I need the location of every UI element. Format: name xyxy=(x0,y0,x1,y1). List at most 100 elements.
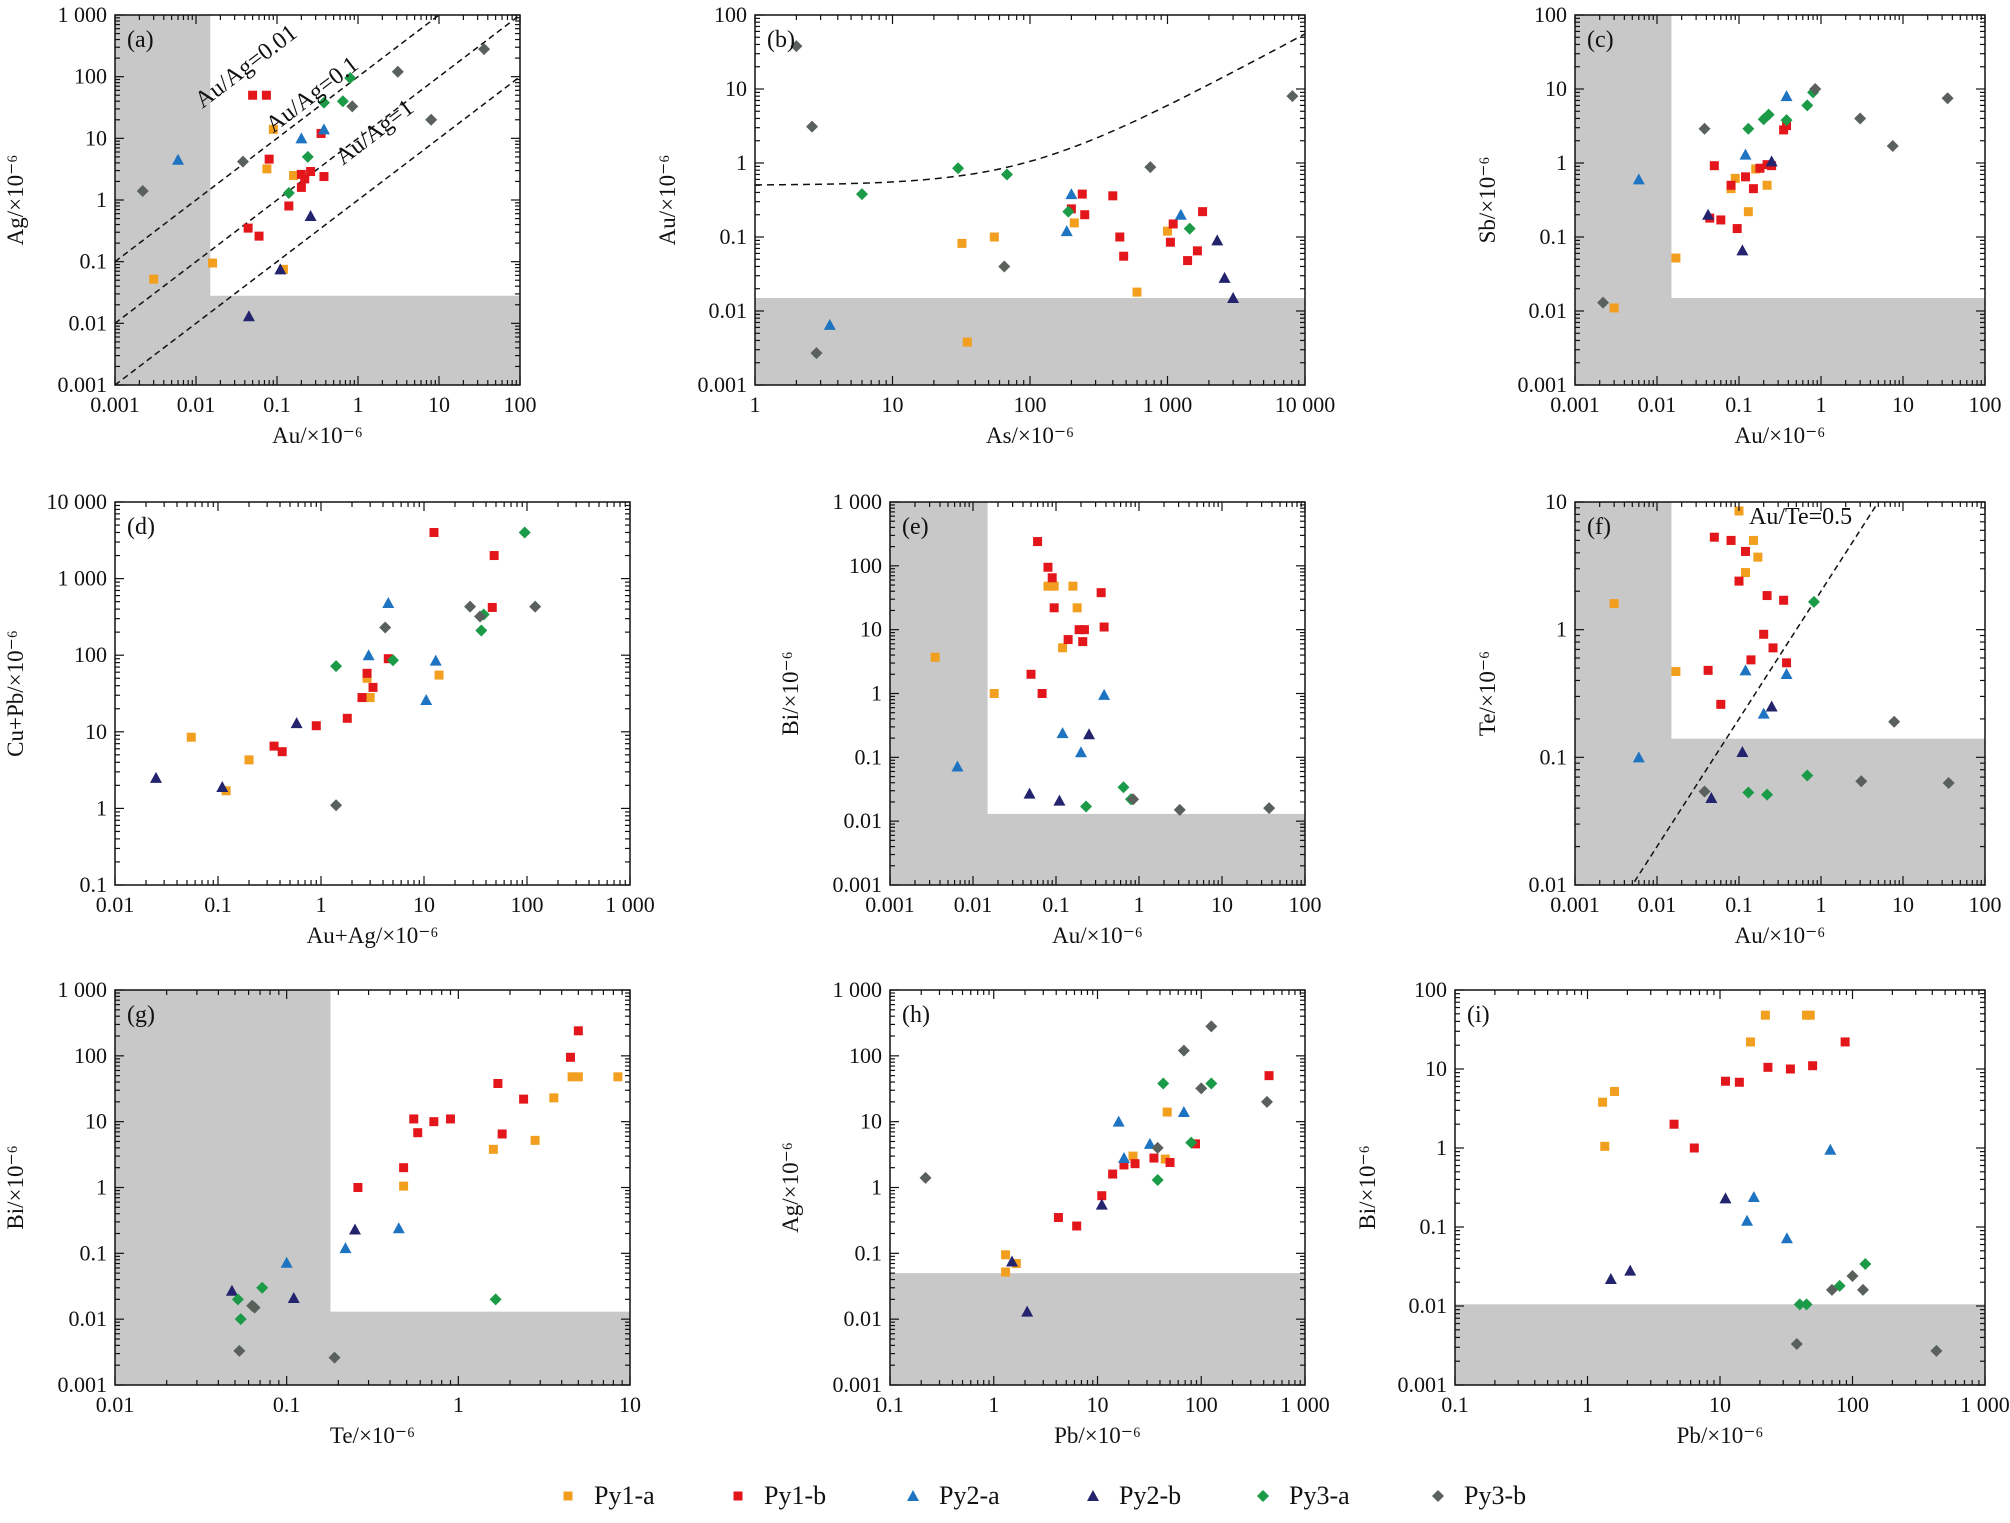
y-tick-label: 1 xyxy=(871,1175,882,1200)
data-point-py1-b xyxy=(1072,1221,1082,1231)
data-point-py3-b xyxy=(1205,1020,1218,1033)
data-point-py3-b xyxy=(1286,90,1299,103)
legend: Py1-a Py1-b Py2-a Py2-b Py3-a Py3-b xyxy=(0,1478,2010,1518)
data-point-py2-a xyxy=(951,760,964,772)
y-tick-label: 100 xyxy=(849,1043,882,1068)
data-point-py3-b xyxy=(1846,1269,1859,1282)
data-point-py3-b xyxy=(1790,1338,1803,1351)
data-point-py1-b xyxy=(296,169,306,179)
ratio-line xyxy=(115,15,441,263)
data-point-py3-a xyxy=(256,1281,269,1294)
x-tick-label: 0.1 xyxy=(876,1392,904,1417)
y-axis-label: Sb/×10⁻⁶ xyxy=(1475,157,1500,244)
panel-b: 1 10 100 1 000 10 000 0.001 0.01 0.1 1 10 100 As/×1… xyxy=(655,2,1335,448)
data-point-py1-b xyxy=(319,172,329,182)
y-tick-label: 100 xyxy=(1534,2,1567,27)
panel-h: 0.1 1 10 100 1 000 0.001 0.01 0.1 1 10 100 1 000 Pb/… xyxy=(778,977,1330,1448)
data-point-py3-a xyxy=(336,95,349,108)
data-point-py1-b xyxy=(306,166,316,176)
legend-marker-py2-a xyxy=(907,1490,919,1501)
data-point-py1-a xyxy=(186,732,196,742)
data-point-py2-a xyxy=(1632,173,1645,185)
x-axis-label: Au+Ag/×10⁻⁶ xyxy=(307,923,439,948)
data-point-py1-b xyxy=(429,527,439,537)
y-tick-label: 1 000 xyxy=(58,2,108,27)
data-point-py1-b xyxy=(311,721,321,731)
data-point-py2-a xyxy=(1747,1190,1760,1202)
x-tick-label: 10 xyxy=(1892,892,1914,917)
x-tick-label: 0.1 xyxy=(263,392,291,417)
data-point-py1-a xyxy=(957,238,967,248)
y-tick-label: 1 xyxy=(1556,150,1567,175)
data-point-py1-b xyxy=(1078,637,1088,647)
data-point-py2-b xyxy=(1023,787,1036,799)
ratio-line-label: Au/Te=0.5 xyxy=(1749,504,1852,530)
data-point-py1-a xyxy=(149,274,159,284)
data-point-py1-a xyxy=(1600,1141,1610,1151)
y-tick-label: 1 xyxy=(96,1175,107,1200)
ratio-line xyxy=(115,15,520,324)
data-point-py1-b xyxy=(1808,1061,1818,1071)
data-point-py2-b xyxy=(1006,1255,1019,1267)
data-point-py1-a xyxy=(365,693,375,703)
data-point-py1-b xyxy=(1768,643,1778,653)
x-tick-label: 0.001 xyxy=(90,392,140,417)
data-point-py1-a xyxy=(244,755,254,765)
data-point-py1-a xyxy=(1671,667,1681,677)
data-point-py1-a xyxy=(989,232,999,242)
data-point-py3-b xyxy=(1144,161,1157,174)
data-point-py3-b xyxy=(1856,1283,1869,1296)
x-tick-label: 0.1 xyxy=(273,1392,301,1417)
legend-marker-py1-b xyxy=(733,1491,743,1501)
data-point-py2-b xyxy=(242,310,255,322)
data-point-py2-a xyxy=(1741,1214,1754,1226)
data-point-py1-a xyxy=(262,164,272,174)
data-point-py1-a xyxy=(930,652,940,662)
data-point-py3-b xyxy=(1177,1044,1190,1057)
y-axis-label: Cu+Pb/×10⁻⁶ xyxy=(3,630,28,757)
x-tick-label: 100 xyxy=(1836,1392,1869,1417)
plot-frame xyxy=(1574,14,1986,386)
data-point-py3-b xyxy=(1942,776,1955,789)
x-tick-label: 1 000 xyxy=(605,892,655,917)
data-point-py2-a xyxy=(1056,727,1069,739)
legend-marker-py1-a xyxy=(563,1491,573,1501)
data-point-py1-a xyxy=(434,670,444,680)
x-tick-label: 0.1 xyxy=(1441,1392,1469,1417)
y-axis-label: Bi/×10⁻⁶ xyxy=(1355,1145,1380,1229)
data-point-py3-a xyxy=(1780,114,1793,127)
legend-item-py3-b: Py3-b xyxy=(1430,1478,1526,1514)
data-point-py2-b xyxy=(1604,1272,1617,1284)
legend-label: Py3-a xyxy=(1289,1481,1350,1510)
x-tick-label: 10 xyxy=(619,1392,641,1417)
y-tick-label: 10 xyxy=(1545,489,1567,514)
data-point-py1-b xyxy=(1709,161,1719,171)
y-tick-label: 100 xyxy=(74,1043,107,1068)
plot-frame xyxy=(114,501,631,886)
data-point-py3-a xyxy=(1742,122,1755,135)
data-point-py1-b xyxy=(565,1052,575,1062)
data-point-py1-b xyxy=(261,90,271,100)
data-point-py3-b xyxy=(1260,1095,1273,1108)
shaded-region xyxy=(890,813,1305,885)
data-point-py3-b xyxy=(1855,775,1868,788)
data-point-py3-b xyxy=(1809,83,1822,95)
data-point-py1-b xyxy=(1669,1119,1679,1129)
data-point-py1-b xyxy=(1037,689,1047,698)
data-point-py3-a xyxy=(1157,1077,1170,1090)
data-point-py2-a xyxy=(295,132,308,144)
data-point-py1-a xyxy=(488,1144,498,1154)
legend-marker-py3-a xyxy=(1257,1490,1269,1502)
data-point-py1-b xyxy=(1165,237,1175,247)
data-point-py1-b xyxy=(357,693,367,703)
data-point-py1-b xyxy=(489,551,499,561)
data-point-py1-a xyxy=(530,1135,540,1145)
data-point-py3-b xyxy=(1854,112,1867,125)
data-point-py1-b xyxy=(1115,232,1125,242)
y-tick-label: 100 xyxy=(74,64,107,89)
data-point-py2-a xyxy=(1632,751,1645,763)
data-point-py3-b xyxy=(1941,92,1954,105)
data-point-py2-b xyxy=(1765,700,1778,712)
